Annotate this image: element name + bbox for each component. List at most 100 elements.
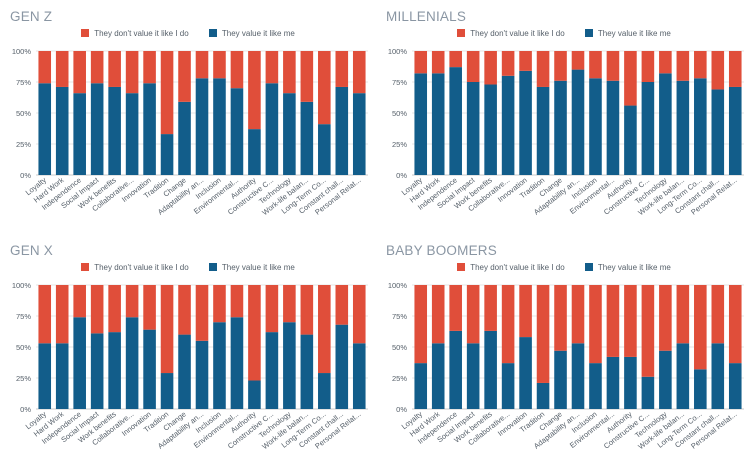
bar-segment-dont-value[interactable] [178, 51, 191, 102]
bar-segment-dont-value[interactable] [624, 51, 637, 106]
bar-segment-value[interactable] [431, 73, 445, 175]
bar-segment-value[interactable] [90, 83, 104, 175]
bar-segment-dont-value[interactable] [213, 285, 226, 323]
bar-segment-value[interactable] [283, 322, 296, 409]
bar-segment-dont-value[interactable] [728, 285, 742, 364]
bar-segment-dont-value[interactable] [125, 51, 139, 94]
bar-segment-dont-value[interactable] [554, 285, 567, 351]
bar-segment-dont-value[interactable] [213, 51, 226, 79]
bar-segment-value[interactable] [536, 382, 550, 409]
bar-segment-dont-value[interactable] [571, 285, 585, 344]
legend-item-value[interactable]: They value it like me [208, 29, 295, 38]
bar-segment-value[interactable] [300, 101, 314, 175]
bar-segment-dont-value[interactable] [414, 285, 428, 364]
bar-segment-value[interactable] [414, 363, 428, 409]
bar-segment-dont-value[interactable] [431, 51, 445, 74]
bar-segment-dont-value[interactable] [606, 285, 620, 357]
bar-segment-value[interactable] [624, 356, 637, 409]
bar-segment-value[interactable] [248, 380, 261, 409]
bar-segment-value[interactable] [571, 69, 585, 175]
bar-segment-dont-value[interactable] [335, 51, 349, 87]
bar-segment-value[interactable] [536, 86, 550, 175]
bar-segment-dont-value[interactable] [38, 51, 52, 84]
bar-segment-dont-value[interactable] [606, 51, 620, 81]
bar-segment-dont-value[interactable] [352, 285, 366, 344]
bar-segment-value[interactable] [694, 369, 707, 409]
legend-item-value[interactable]: They value it like me [584, 263, 671, 272]
bar-segment-value[interactable] [38, 83, 52, 175]
bar-segment-value[interactable] [641, 376, 655, 409]
bar-segment-value[interactable] [606, 80, 620, 175]
bar-segment-value[interactable] [143, 329, 156, 409]
bar-segment-value[interactable] [160, 373, 174, 409]
bar-segment-dont-value[interactable] [108, 51, 121, 87]
bar-segment-dont-value[interactable] [160, 51, 174, 135]
legend-item-value[interactable]: They value it like me [208, 263, 295, 272]
bar-segment-dont-value[interactable] [694, 285, 707, 370]
bar-segment-dont-value[interactable] [449, 51, 462, 68]
bar-segment-dont-value[interactable] [73, 285, 86, 318]
bar-segment-value[interactable] [335, 86, 349, 175]
bar-segment-value[interactable] [659, 73, 672, 175]
bar-segment-value[interactable] [108, 332, 121, 409]
legend-item-dont-value[interactable]: They don't value it like I do [457, 29, 565, 38]
bar-segment-value[interactable] [641, 82, 655, 175]
bar-segment-dont-value[interactable] [589, 285, 602, 364]
bar-segment-value[interactable] [90, 333, 104, 409]
bar-segment-value[interactable] [125, 317, 139, 409]
bar-segment-value[interactable] [265, 83, 279, 175]
bar-segment-dont-value[interactable] [125, 285, 139, 318]
bar-segment-value[interactable] [449, 330, 462, 409]
bar-segment-dont-value[interactable] [659, 51, 672, 74]
bar-segment-dont-value[interactable] [676, 51, 690, 81]
bar-segment-value[interactable] [318, 124, 331, 175]
bar-segment-value[interactable] [589, 363, 602, 409]
bar-segment-value[interactable] [431, 343, 445, 409]
bar-segment-dont-value[interactable] [519, 285, 532, 338]
bar-segment-value[interactable] [248, 129, 261, 175]
bar-segment-value[interactable] [501, 363, 515, 409]
bar-segment-value[interactable] [676, 343, 690, 409]
legend-item-value[interactable]: They value it like me [584, 29, 671, 38]
bar-segment-dont-value[interactable] [143, 285, 156, 330]
bar-segment-value[interactable] [676, 80, 690, 175]
bar-segment-value[interactable] [230, 317, 244, 409]
bar-segment-dont-value[interactable] [195, 285, 209, 341]
bar-segment-dont-value[interactable] [265, 51, 279, 84]
bar-segment-dont-value[interactable] [519, 51, 532, 71]
bar-segment-dont-value[interactable] [283, 285, 296, 323]
bar-segment-value[interactable] [694, 78, 707, 175]
bar-segment-value[interactable] [728, 363, 742, 409]
bar-segment-value[interactable] [73, 317, 86, 409]
bar-segment-value[interactable] [213, 322, 226, 409]
bar-segment-value[interactable] [38, 343, 52, 409]
legend-item-dont-value[interactable]: They don't value it like I do [81, 263, 189, 272]
bar-segment-dont-value[interactable] [466, 51, 480, 82]
bar-segment-value[interactable] [571, 343, 585, 409]
bar-segment-dont-value[interactable] [335, 285, 349, 325]
bar-segment-dont-value[interactable] [352, 51, 366, 94]
bar-segment-dont-value[interactable] [641, 51, 655, 82]
bar-segment-value[interactable] [352, 343, 366, 409]
bar-segment-dont-value[interactable] [318, 285, 331, 374]
bar-segment-dont-value[interactable] [676, 285, 690, 344]
bar-segment-value[interactable] [265, 332, 279, 409]
bar-segment-value[interactable] [554, 350, 567, 409]
bar-segment-value[interactable] [519, 70, 532, 175]
bar-segment-value[interactable] [55, 343, 69, 409]
bar-segment-dont-value[interactable] [160, 285, 174, 374]
bar-segment-dont-value[interactable] [143, 51, 156, 84]
bar-segment-value[interactable] [178, 101, 191, 175]
bar-segment-value[interactable] [606, 356, 620, 409]
bar-segment-dont-value[interactable] [248, 51, 261, 130]
bar-segment-dont-value[interactable] [536, 51, 550, 87]
bar-segment-value[interactable] [728, 86, 742, 175]
bar-segment-dont-value[interactable] [300, 285, 314, 335]
bar-segment-value[interactable] [484, 84, 497, 175]
bar-segment-dont-value[interactable] [318, 51, 331, 125]
bar-segment-value[interactable] [55, 86, 69, 175]
bar-segment-value[interactable] [230, 88, 244, 175]
bar-segment-value[interactable] [178, 334, 191, 409]
bar-segment-value[interactable] [466, 343, 480, 409]
bar-segment-dont-value[interactable] [195, 51, 209, 79]
